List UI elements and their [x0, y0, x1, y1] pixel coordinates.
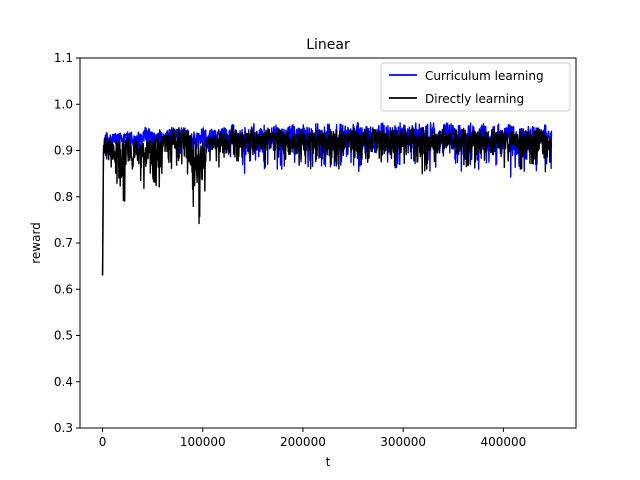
- series-line-directly-learning: [101, 126, 553, 276]
- legend-box: [380, 62, 571, 112]
- x-tick-label: 400000: [480, 435, 526, 449]
- x-tick-label: 200000: [280, 435, 326, 449]
- y-tick-label: 1.1: [54, 51, 73, 65]
- y-tick-label: 0.9: [54, 144, 73, 158]
- y-tick-label: 0.5: [54, 329, 73, 343]
- series-layer: [101, 122, 553, 276]
- y-tick-label: 0.6: [54, 282, 73, 296]
- y-axis-label: reward: [29, 222, 43, 264]
- y-tick-label: 0.4: [54, 375, 73, 389]
- x-tick-label: 100000: [180, 435, 226, 449]
- legend-label-directly: Directly learning: [425, 92, 524, 106]
- legend-label-curriculum: Curriculum learning: [425, 69, 544, 83]
- y-tick-label: 0.3: [54, 421, 73, 435]
- x-axis-label: t: [326, 455, 331, 469]
- y-tick-label: 0.8: [54, 190, 73, 204]
- y-tick-label: 1.0: [54, 97, 73, 111]
- legend: Curriculum learning Directly learning: [380, 62, 571, 112]
- x-tick-label: 0: [99, 435, 107, 449]
- x-tick-label: 300000: [380, 435, 426, 449]
- chart-title: Linear: [306, 37, 350, 53]
- y-axis: 0.3 0.4 0.5 0.6 0.7 0.8 0.9 1.0 1.1: [54, 51, 80, 435]
- x-axis: 0 100000 200000 300000 400000: [99, 428, 526, 449]
- y-tick-label: 0.7: [54, 236, 73, 250]
